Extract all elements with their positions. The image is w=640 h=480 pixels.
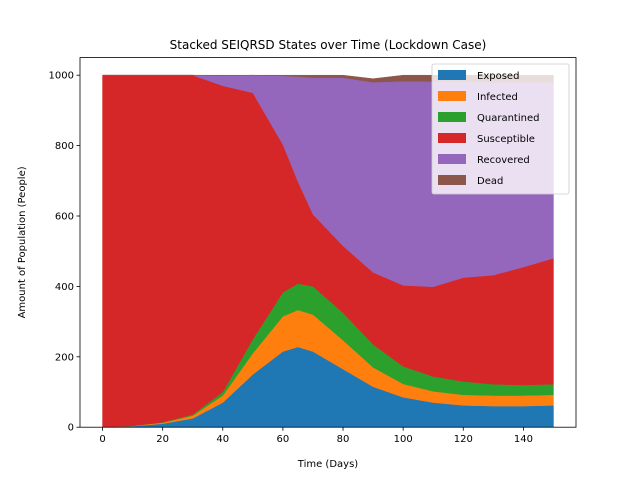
y-tick-label: 200 <box>55 352 74 363</box>
y-tick-label: 400 <box>55 282 74 293</box>
y-axis-label: Amount of Population (People) <box>17 166 28 318</box>
x-tick-label: 20 <box>156 434 169 445</box>
x-tick-label: 100 <box>394 434 413 445</box>
chart-title: Stacked SEIQRSD States over Time (Lockdo… <box>170 38 487 52</box>
legend-swatch-exposed <box>438 70 466 80</box>
x-tick-label: 120 <box>454 434 473 445</box>
y-tick-label: 1000 <box>49 71 74 82</box>
x-tick-label: 80 <box>337 434 350 445</box>
y-tick-label: 800 <box>55 141 74 152</box>
x-tick-label: 40 <box>216 434 229 445</box>
x-axis-label: Time (Days) <box>297 459 359 470</box>
x-axis-ticks: 0 20 40 60 80 100 120 140 <box>99 427 533 445</box>
legend-swatch-quarantined <box>438 112 466 122</box>
y-tick-label: 0 <box>68 423 74 434</box>
x-tick-label: 140 <box>514 434 533 445</box>
legend-label-susceptible: Susceptible <box>477 134 535 145</box>
legend-box <box>431 63 570 195</box>
y-tick-label: 600 <box>55 212 74 223</box>
legend-swatch-recovered <box>438 154 466 164</box>
x-tick-label: 60 <box>277 434 290 445</box>
y-axis-ticks: 0 200 400 600 800 1000 <box>49 71 80 434</box>
legend-label-infected: Infected <box>477 92 518 103</box>
legend-label-exposed: Exposed <box>477 71 519 82</box>
legend-label-dead: Dead <box>477 176 503 187</box>
x-tick-label: 0 <box>99 434 105 445</box>
plot-frame <box>79 57 577 428</box>
legend-swatch-infected <box>438 91 466 101</box>
legend-swatch-susceptible <box>438 133 466 143</box>
legend-label-recovered: Recovered <box>477 155 530 166</box>
legend: Exposed Infected Quarantined Susceptible Rec… <box>431 63 570 195</box>
legend-label-quarantined: Quarantined <box>477 113 539 124</box>
legend-swatch-dead <box>438 175 466 185</box>
